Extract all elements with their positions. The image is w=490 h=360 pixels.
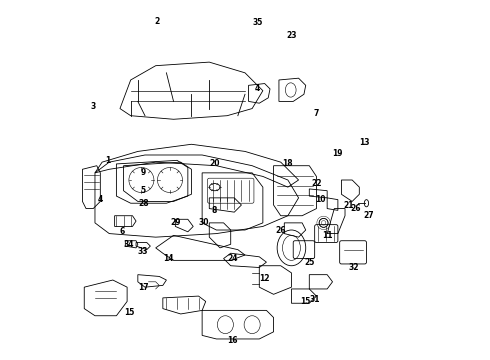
- Text: 1: 1: [105, 156, 110, 165]
- Text: 25: 25: [304, 258, 315, 267]
- Text: 11: 11: [322, 231, 332, 240]
- Text: 21: 21: [343, 201, 354, 210]
- Text: 14: 14: [163, 254, 173, 263]
- Text: 30: 30: [198, 219, 209, 228]
- Text: 35: 35: [252, 18, 263, 27]
- Text: 34: 34: [123, 240, 134, 249]
- Text: 4: 4: [98, 195, 103, 204]
- Text: 5: 5: [141, 186, 146, 195]
- Text: 8: 8: [212, 206, 218, 215]
- Text: 15: 15: [300, 297, 311, 306]
- Text: 26: 26: [350, 204, 361, 213]
- Text: 17: 17: [138, 283, 148, 292]
- Text: 9: 9: [141, 168, 146, 177]
- Text: 26: 26: [275, 225, 286, 234]
- Text: 32: 32: [349, 263, 359, 272]
- Text: 31: 31: [309, 295, 320, 304]
- Text: 24: 24: [227, 254, 238, 263]
- Text: 6: 6: [119, 227, 124, 236]
- Text: 19: 19: [333, 149, 343, 158]
- Text: 22: 22: [311, 179, 322, 188]
- Text: 7: 7: [314, 109, 319, 118]
- Text: 33: 33: [138, 247, 148, 256]
- Text: 15: 15: [123, 308, 134, 317]
- Text: 10: 10: [315, 195, 325, 204]
- Text: 29: 29: [170, 219, 181, 228]
- Text: 18: 18: [283, 159, 293, 168]
- Text: 27: 27: [363, 211, 373, 220]
- Text: 3: 3: [91, 102, 96, 111]
- Text: 23: 23: [286, 31, 296, 40]
- Text: 4: 4: [255, 84, 260, 93]
- Text: 12: 12: [259, 274, 270, 283]
- Text: 20: 20: [209, 159, 220, 168]
- Text: 2: 2: [155, 17, 160, 26]
- Text: 28: 28: [138, 199, 148, 208]
- Text: 13: 13: [360, 138, 370, 147]
- Text: 16: 16: [227, 336, 238, 345]
